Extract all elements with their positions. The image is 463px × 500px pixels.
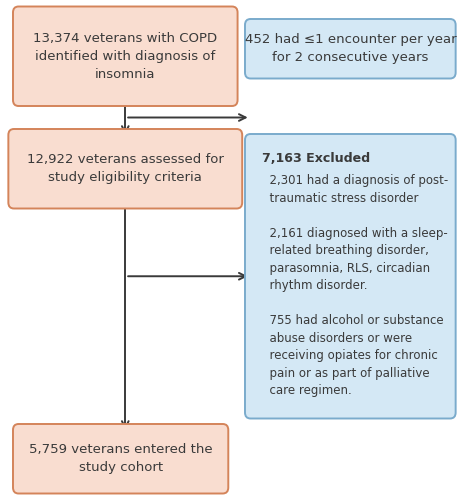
Text: 12,922 veterans assessed for
study eligibility criteria: 12,922 veterans assessed for study eligi… bbox=[27, 153, 223, 184]
FancyBboxPatch shape bbox=[244, 134, 455, 418]
Text: 5,759 veterans entered the
study cohort: 5,759 veterans entered the study cohort bbox=[29, 443, 212, 474]
Text: 13,374 veterans with COPD
identified with diagnosis of
insomnia: 13,374 veterans with COPD identified wit… bbox=[33, 32, 217, 80]
FancyBboxPatch shape bbox=[8, 129, 242, 208]
FancyBboxPatch shape bbox=[244, 19, 455, 78]
FancyBboxPatch shape bbox=[13, 424, 228, 494]
FancyBboxPatch shape bbox=[13, 6, 237, 106]
Text: 452 had ≤1 encounter per year
for 2 consecutive years: 452 had ≤1 encounter per year for 2 cons… bbox=[244, 33, 455, 64]
Text: 2,301 had a diagnosis of post-
  traumatic stress disorder

  2,161 diagnosed wi: 2,301 had a diagnosis of post- traumatic… bbox=[262, 174, 447, 397]
Text: 7,163 Excluded: 7,163 Excluded bbox=[262, 152, 369, 166]
